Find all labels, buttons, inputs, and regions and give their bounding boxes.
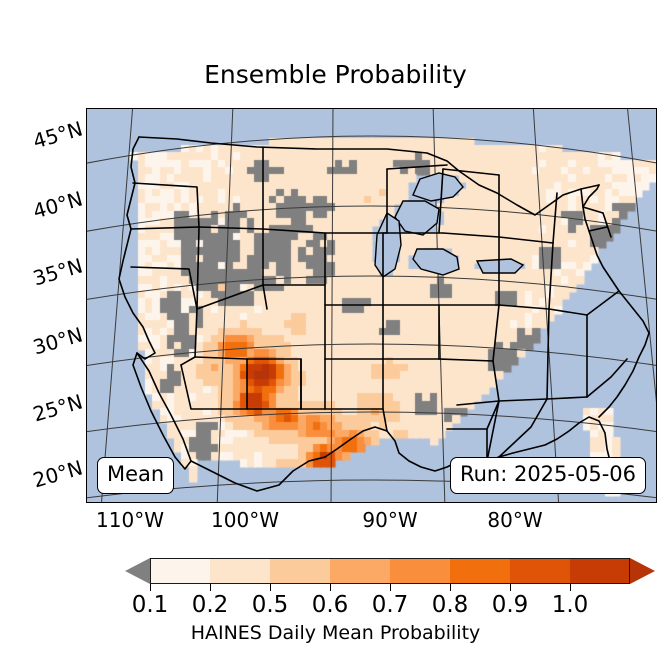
colorbar-band-2 <box>270 558 330 584</box>
colorbar-band-5 <box>450 558 510 584</box>
graticule-meridians <box>101 109 656 502</box>
colorbar-tick-label-5: 0.8 <box>431 592 469 618</box>
title-line-1: Ensemble Probability <box>204 60 467 89</box>
colorbar-tick-label-6: 0.9 <box>491 592 529 618</box>
map-vector-overlay <box>87 109 656 502</box>
mean-annotation-label: Mean <box>107 462 165 486</box>
lat-label-20n: 20°N <box>30 455 86 493</box>
run-annotation-label: Run: 2025-05-06 <box>459 462 636 486</box>
colorbar-tickmark-2 <box>270 584 271 591</box>
colorbar-tickmark-7 <box>570 584 571 591</box>
colorbar-tickmark-5 <box>450 584 451 591</box>
colorbar-tickmark-1 <box>210 584 211 591</box>
colorbar-tick-label-1: 0.2 <box>191 592 229 618</box>
run-annotation-box[interactable]: Run: 2025-05-06 <box>449 457 646 494</box>
colorbar-band-4 <box>390 558 450 584</box>
colorbar-bands[interactable] <box>150 558 630 584</box>
lon-label-80w: 80°W <box>487 508 543 532</box>
lon-label-100w: 100°W <box>211 508 279 532</box>
colorbar-over-arrow <box>630 558 655 584</box>
colorbar-tick-label-3: 0.6 <box>311 592 349 618</box>
colorbar-label: HAINES Daily Mean Probability <box>190 622 481 644</box>
colorbar-tickmark-0 <box>150 584 151 591</box>
colorbar-band-0 <box>150 558 210 584</box>
map-panel[interactable]: Mean Run: 2025-05-06 <box>86 108 657 503</box>
colorbar-band-3 <box>330 558 390 584</box>
mean-annotation-box[interactable]: Mean <box>97 457 175 494</box>
colorbar-tickmark-3 <box>330 584 331 591</box>
geographic-boundaries <box>118 136 650 492</box>
colorbar-band-7 <box>570 558 630 584</box>
colorbar-tickmark-4 <box>390 584 391 591</box>
colorbar-tick-label-7: 1.0 <box>551 592 589 618</box>
colorbar-frame <box>150 558 630 584</box>
graticule-parallels <box>87 135 656 499</box>
colorbar[interactable]: 0.1 0.2 0.5 0.6 0.7 0.8 0.9 1.0 HAINES Daily Me… <box>0 556 671 658</box>
colorbar-under-arrow <box>125 558 150 584</box>
lon-label-110w: 110°W <box>96 508 164 532</box>
lat-label-25n: 25°N <box>30 389 86 427</box>
colorbar-tickmark-6 <box>510 584 511 591</box>
lat-label-30n: 30°N <box>30 322 86 360</box>
colorbar-tick-label-2: 0.5 <box>251 592 289 618</box>
colorbar-tick-label-4: 0.7 <box>371 592 409 618</box>
colorbar-band-6 <box>510 558 570 584</box>
lon-label-90w: 90°W <box>362 508 418 532</box>
colorbar-band-1 <box>210 558 270 584</box>
great-lakes <box>374 172 525 278</box>
colorbar-tick-label-0: 0.1 <box>131 592 169 618</box>
